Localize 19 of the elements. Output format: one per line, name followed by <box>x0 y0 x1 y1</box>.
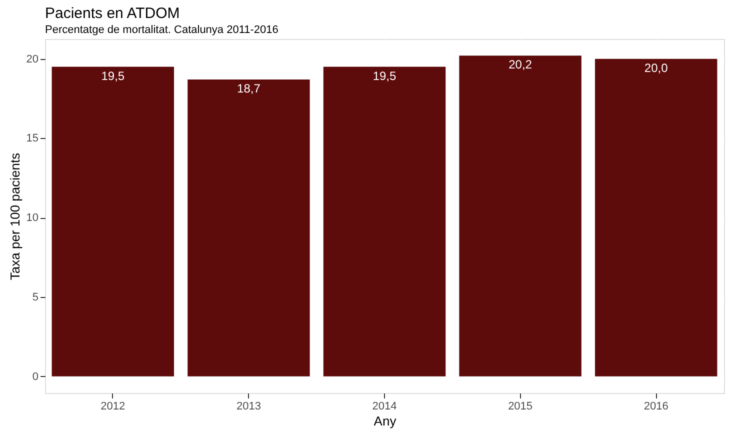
y-tick-label: 20 <box>26 53 38 66</box>
data-label: 19,5 <box>101 68 125 83</box>
y-axis-title: Taxa per 100 pacients <box>7 152 22 280</box>
x-tick-label: 2014 <box>372 400 397 412</box>
y-tick-label: 0 <box>32 370 38 383</box>
data-label: 19,5 <box>372 68 396 83</box>
y-tick-label: 5 <box>32 291 38 304</box>
x-tick-label: 2012 <box>100 400 126 412</box>
chart-subtitle: Percentatge de mortalitat. Catalunya 2011-2016 <box>45 24 278 36</box>
x-tick-label: 2015 <box>508 400 533 412</box>
y-tick-label: 15 <box>26 132 38 145</box>
x-axis-title: Any <box>374 414 397 428</box>
data-label: 20,0 <box>644 60 668 75</box>
x-tick-label: 2013 <box>236 400 261 412</box>
data-label: 18,7 <box>237 81 261 96</box>
chart-title: Pacients en ATDOM <box>45 5 180 22</box>
data-label: 20,2 <box>508 58 532 72</box>
y-tick-label: 10 <box>26 212 38 224</box>
x-tick-label: 2016 <box>644 400 668 412</box>
